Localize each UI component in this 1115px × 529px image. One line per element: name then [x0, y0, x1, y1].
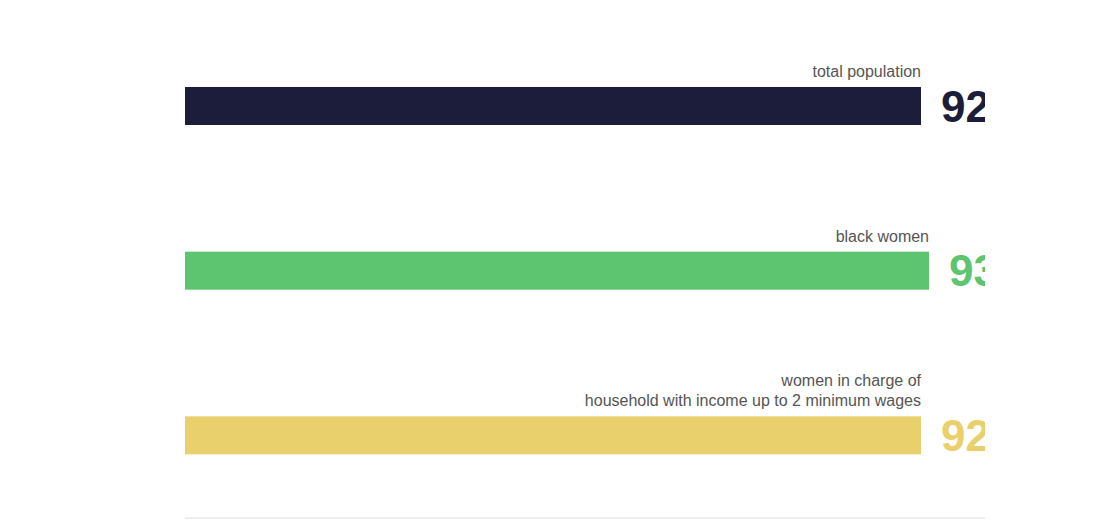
- svg-text:household with income up to 2: household with income up to 2 minimum wa…: [585, 392, 921, 409]
- svg-text:women in charge of: women in charge of: [780, 372, 921, 389]
- svg-text:93%: 93%: [949, 246, 985, 295]
- svg-text:92%: 92%: [941, 411, 985, 460]
- svg-text:total population: total population: [812, 63, 921, 80]
- svg-text:black women: black women: [836, 228, 929, 245]
- svg-text:92%: 92%: [941, 82, 985, 131]
